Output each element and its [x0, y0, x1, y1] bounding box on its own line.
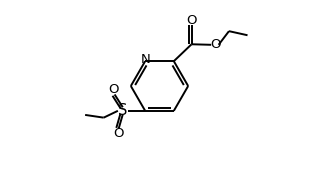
Text: O: O — [211, 38, 221, 51]
Text: O: O — [114, 127, 124, 140]
Text: N: N — [140, 53, 150, 66]
Text: O: O — [186, 14, 197, 27]
Text: S: S — [118, 103, 128, 118]
Text: O: O — [108, 83, 118, 96]
